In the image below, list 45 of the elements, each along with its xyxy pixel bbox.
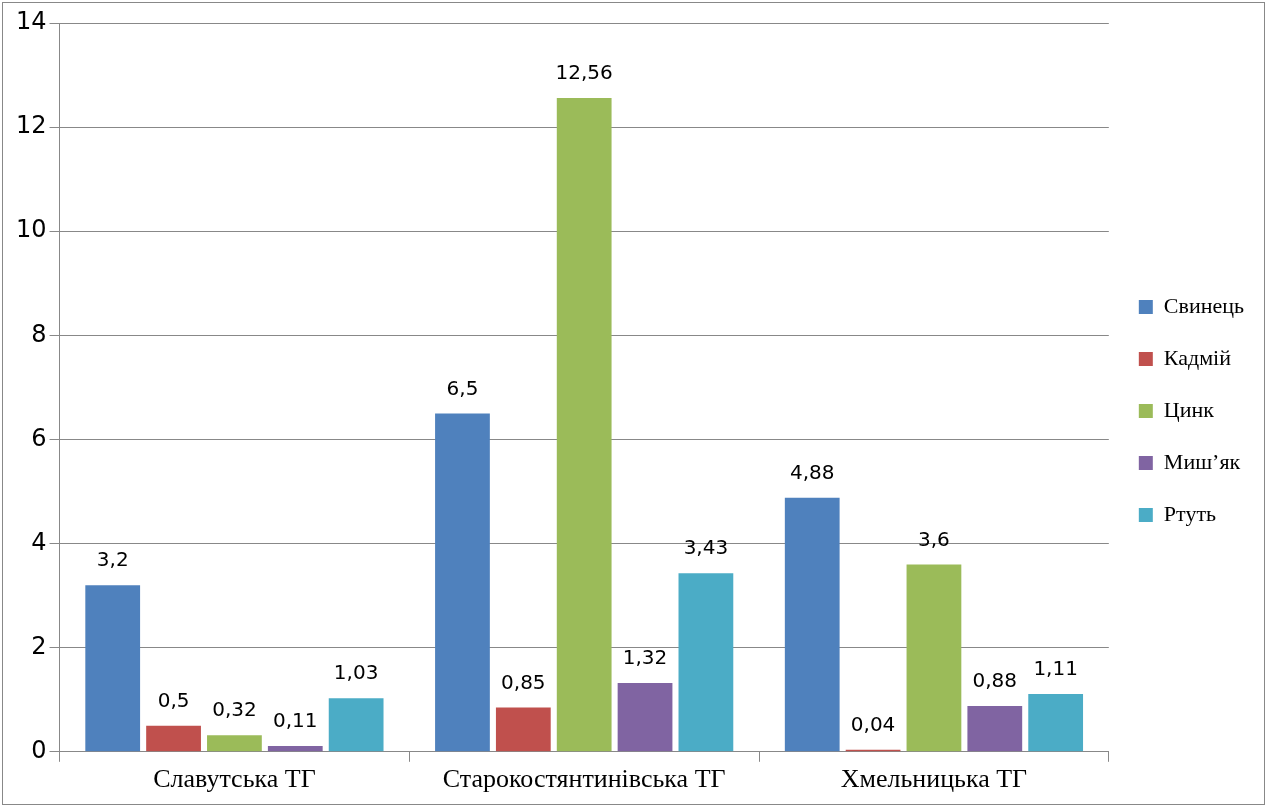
y-tick-label: 0	[31, 736, 47, 765]
x-tick-label: Старокостянтинівська ТГ	[442, 764, 726, 794]
legend-label: Цинк	[1163, 396, 1215, 422]
bar	[678, 573, 734, 752]
x-tick-label: Славутська ТГ	[153, 764, 316, 794]
bar	[967, 705, 1023, 752]
bar	[207, 735, 262, 752]
data-label: 0,5	[157, 687, 190, 712]
bar	[617, 683, 673, 752]
x-tick-label: Хмельницька ТГ	[840, 764, 1028, 794]
y-tick-label: 6	[31, 423, 47, 452]
data-label: 0,04	[850, 711, 896, 736]
data-label: 0,88	[972, 668, 1018, 693]
legend-label: Свинець	[1163, 292, 1245, 318]
bar	[906, 564, 962, 752]
data-label: 6,5	[446, 375, 479, 400]
data-label: 3,6	[918, 526, 950, 551]
data-label: 12,56	[555, 60, 613, 85]
y-tick-label: 8	[31, 319, 47, 348]
bar	[435, 413, 490, 752]
bar	[85, 585, 141, 752]
bar	[1028, 694, 1084, 752]
data-label: 0,11	[273, 708, 318, 733]
data-label: 4,88	[789, 459, 835, 484]
y-tick-label: 12	[15, 111, 47, 140]
legend-label: Кадмій	[1163, 344, 1232, 370]
bar	[146, 725, 201, 752]
legend-label: Миш’як	[1163, 448, 1241, 474]
bar	[556, 97, 612, 752]
data-label: 3,2	[96, 547, 129, 572]
data-label: 1,03	[333, 660, 379, 685]
data-label: 0,85	[501, 669, 546, 694]
y-tick-label: 10	[15, 215, 47, 244]
data-label: 1,32	[622, 645, 668, 670]
y-tick-label: 14	[15, 7, 47, 36]
bar	[784, 497, 840, 752]
y-tick-label: 2	[31, 631, 47, 660]
data-label: 1,11	[1033, 656, 1078, 681]
data-label: 3,43	[683, 535, 729, 560]
legend-label: Ртуть	[1163, 500, 1217, 526]
bar	[267, 746, 323, 752]
bar	[328, 698, 384, 752]
y-tick-label: 4	[31, 527, 47, 556]
data-label: 0,32	[212, 697, 257, 722]
bar	[495, 707, 551, 752]
